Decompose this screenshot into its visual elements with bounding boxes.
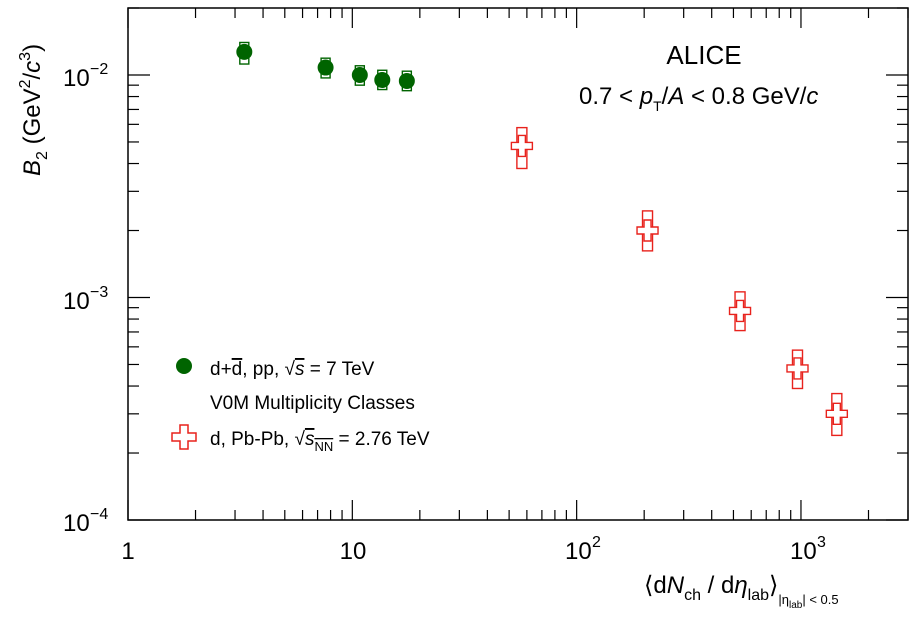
pp-point [317,59,334,76]
legend-marker-pbpb [171,424,197,450]
x-tick-label-10: 10 [340,538,367,565]
legend-entry-subtitle: V0M Multiplicity Classes [210,393,415,414]
svg-text:−3: −3 [90,284,108,301]
axis-ticks [127,7,909,521]
y-axis-label: B2 (GeV2/c3) [17,44,51,176]
svg-text:10: 10 [63,65,90,92]
experiment-label: ALICE [666,40,741,70]
pbpb-point [728,299,752,323]
pbpb-point [786,357,809,380]
legend-marker-pp [176,358,192,374]
plot-frame [127,7,909,521]
y-tick-label-1e-2: 10 −2 [63,61,108,92]
pp-point [398,72,415,89]
svg-text:10: 10 [790,538,817,565]
svg-text:2: 2 [592,534,601,551]
pt-range-label: 0.7 < pT/A < 0.8 GeV/c [579,83,818,114]
pp-point [236,43,253,60]
svg-text:10: 10 [565,538,592,565]
plot-area-frame [127,7,909,521]
svg-text:−4: −4 [90,506,108,523]
x-tick-label-1: 1 [121,538,134,565]
pbpb-point [636,219,659,242]
legend-entry-pbpb: d, Pb-Pb, √sNN = 2.76 TeV [210,429,430,454]
y-tick-label-1e-3: 10 −3 [63,284,108,315]
y-tick-label-1e-4: 10 −4 [63,506,108,537]
x-tick-label-100: 10 2 [565,534,601,565]
x-tick-label-1000: 10 3 [790,534,826,565]
pp-point [351,66,368,83]
series-layer [236,41,849,437]
svg-text:−2: −2 [90,61,108,78]
pbpb-point [510,134,534,158]
x-axis-label: ⟨dNch / dηlab⟩|ηlab| < 0.5 [644,572,839,611]
legend: d+d, pp, √s = 7 TeV V0M Multiplicity Cla… [171,358,430,454]
svg-text:10: 10 [63,510,90,537]
legend-entry-pp: d+d, pp, √s = 7 TeV [210,359,375,380]
pbpb-point [825,402,849,426]
svg-text:10: 10 [63,288,90,315]
pp-point [374,71,391,88]
svg-text:3: 3 [817,534,826,551]
